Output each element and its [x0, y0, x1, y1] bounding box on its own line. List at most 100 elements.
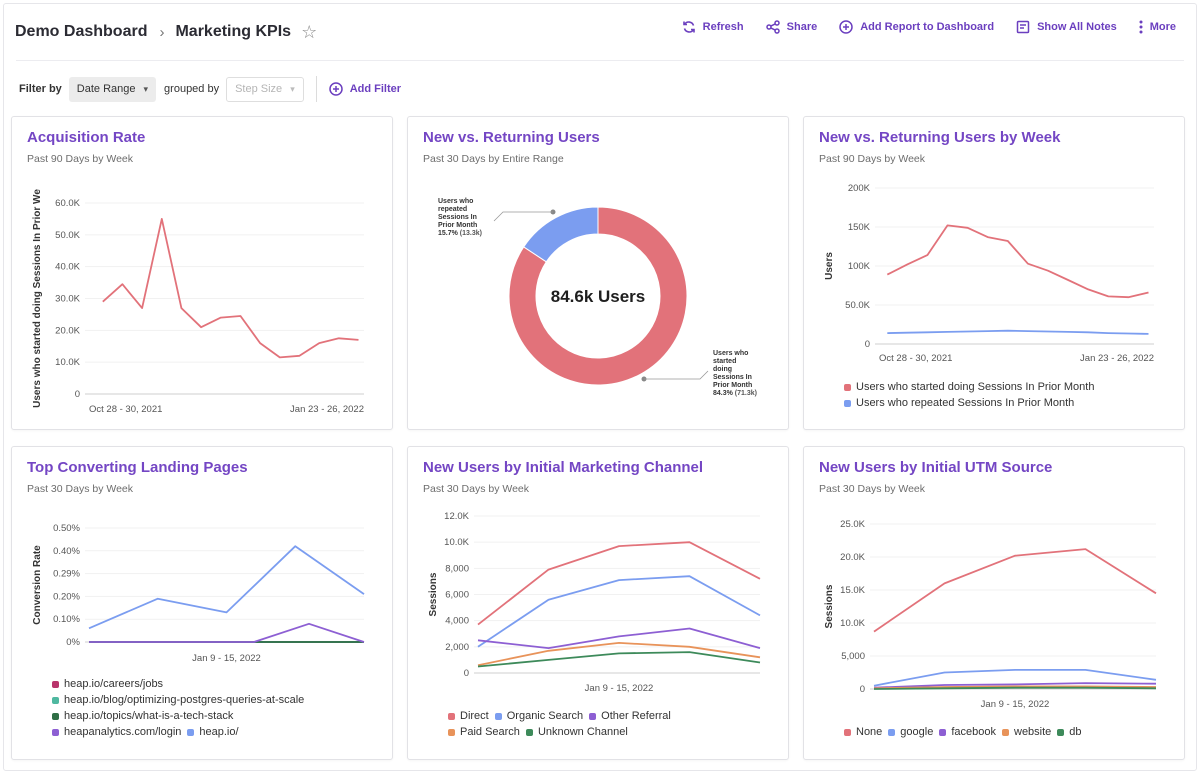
x-tick-label: Jan 23 - 26, 2022 [1080, 353, 1154, 364]
add-report-button[interactable]: Add Report to Dashboard [839, 20, 994, 34]
legend-label: heap.io/blog/optimizing-postgres-queries… [64, 694, 305, 706]
date-range-select[interactable]: Date Range ▾ [68, 76, 157, 102]
plus-circle-icon [839, 20, 853, 34]
y-tick-label: 200K [848, 183, 871, 194]
notes-icon [1016, 20, 1030, 34]
legend-swatch [52, 712, 59, 720]
card-title[interactable]: Top Converting Landing Pages [27, 459, 248, 476]
legend-item[interactable]: Organic Search [494, 708, 583, 724]
card-subtitle: Past 90 Days by Week [27, 153, 134, 165]
refresh-button[interactable]: Refresh [682, 20, 744, 34]
card-subtitle: Past 30 Days by Week [819, 483, 926, 495]
share-icon [765, 20, 780, 34]
card-title[interactable]: New vs. Returning Users by Week [819, 129, 1061, 146]
chart-card-marketing-channel[interactable]: New Users by Initial Marketing Channel P… [407, 446, 789, 760]
y-tick-label: 0.20% [53, 591, 80, 602]
legend-item[interactable]: website [1002, 724, 1051, 740]
series-line-users-who-started-doing-sessio [886, 224, 1149, 299]
legend-swatch [844, 383, 851, 391]
legend-swatch [589, 712, 597, 720]
chart-card-new-vs-returning[interactable]: New vs. Returning Users Past 30 Days by … [407, 116, 789, 430]
y-axis-title: Users [824, 252, 835, 280]
filter-bar: Filter by Date Range ▾ grouped by Step S… [19, 76, 401, 102]
legend-item[interactable]: heap.io/careers/jobs [52, 676, 163, 692]
more-button[interactable]: More [1139, 20, 1176, 34]
x-tick-label: Jan 9 - 15, 2022 [981, 699, 1050, 710]
new-vs-returning-by-week-chart: 0 50.0K 100K 150K 200K Oct 28 - 30, 2021 Jan 2… [824, 183, 1154, 364]
legend-swatch [448, 728, 455, 736]
legend-label: heapanalytics.com/login [64, 726, 182, 738]
annotation-label: Sessions In [438, 214, 477, 221]
card-title[interactable]: New vs. Returning Users [423, 129, 600, 146]
legend-item[interactable]: heap.io/blog/optimizing-postgres-queries… [52, 692, 304, 708]
y-tick-label: 0 [75, 389, 80, 400]
legend-swatch [187, 728, 195, 736]
y-tick-label: 0 [860, 684, 865, 695]
step-size-select[interactable]: Step Size ▾ [226, 76, 304, 102]
y-axis-title: Sessions [824, 584, 835, 628]
show-all-notes-button[interactable]: Show All Notes [1016, 20, 1117, 34]
series-line-organic-search [477, 575, 761, 648]
marketing-channel-chart: 0 2,000 4,000 6,000 8,000 10.0K 12.0K Jan 9 - 1… [428, 511, 761, 694]
legend-row: Users who started doing Sessions In Prio… [844, 379, 1174, 395]
legend-row: Paid Search Unknown Channel [448, 724, 768, 740]
annotation-count: (71.3k) [735, 390, 757, 397]
legend-item[interactable]: heapanalytics.com/login [52, 724, 181, 740]
grouped-by-label: grouped by [164, 83, 220, 95]
filter-by-label: Filter by [19, 83, 62, 95]
star-icon[interactable]: ☆ [301, 21, 318, 42]
legend-label: heap.io/topics/what-is-a-tech-stack [64, 710, 234, 722]
y-axis-title: Conversion Rate [32, 545, 43, 625]
chart-card-utm-source[interactable]: New Users by Initial UTM Source Past 30 … [803, 446, 1185, 760]
legend-item[interactable]: Unknown Channel [525, 724, 628, 740]
annotation-label: Prior Month [438, 222, 477, 229]
card-subtitle: Past 90 Days by Week [819, 153, 926, 165]
legend-row: heapanalytics.com/login heap.io/ [52, 724, 382, 740]
chart-legend: None google facebook website db [844, 724, 1174, 740]
x-tick-label: Oct 28 - 30, 2021 [879, 353, 952, 364]
legend-item[interactable]: facebook [939, 724, 996, 740]
chart-card-top-landing-pages[interactable]: Top Converting Landing Pages Past 30 Day… [11, 446, 393, 760]
card-subtitle: Past 30 Days by Week [27, 483, 134, 495]
series-line-db [873, 686, 1157, 690]
legend-label: google [900, 726, 934, 738]
card-title[interactable]: Acquisition Rate [27, 129, 146, 146]
more-label: More [1149, 21, 1176, 33]
legend-swatch [844, 399, 851, 407]
y-tick-label: 60.0K [55, 198, 80, 209]
legend-item[interactable]: Users who started doing Sessions In Prio… [844, 379, 1094, 395]
y-tick-label: 50.0K [845, 300, 870, 311]
legend-row: heap.io/topics/what-is-a-tech-stack [52, 708, 382, 724]
legend-item[interactable]: Direct [448, 708, 489, 724]
show-notes-label: Show All Notes [1037, 21, 1117, 33]
chart-card-acquisition-rate[interactable]: Acquisition Rate Past 90 Days by Week 0 1… [11, 116, 393, 430]
legend-item[interactable]: heap.io/ [187, 724, 239, 740]
chart-card-new-vs-returning-by-week[interactable]: New vs. Returning Users by Week Past 90 … [803, 116, 1185, 430]
card-subtitle: Past 30 Days by Entire Range [423, 153, 564, 165]
series-line-paid-search [477, 641, 761, 667]
legend-item[interactable]: Paid Search [448, 724, 520, 740]
breadcrumb-dashboard[interactable]: Demo Dashboard [15, 23, 148, 40]
add-filter-button[interactable]: Add Filter [328, 82, 401, 96]
legend-label: Other Referral [601, 710, 671, 722]
card-title[interactable]: New Users by Initial Marketing Channel [423, 459, 704, 476]
legend-item[interactable]: Users who repeated Sessions In Prior Mon… [844, 395, 1074, 411]
y-tick-label: 0% [66, 637, 80, 648]
y-tick-label: 2,000 [445, 642, 469, 653]
legend-item[interactable]: heap.io/topics/what-is-a-tech-stack [52, 708, 233, 724]
legend-row: None google facebook website db [844, 724, 1174, 740]
donut-center-label: 84.6k Users [551, 287, 646, 306]
x-tick-label: Jan 23 - 26, 2022 [290, 404, 364, 415]
annotation-leader [493, 211, 553, 222]
legend-item[interactable]: google [888, 724, 933, 740]
legend-item[interactable]: Other Referral [589, 708, 671, 724]
y-tick-label: 10.0K [55, 357, 80, 368]
card-title[interactable]: New Users by Initial UTM Source [819, 459, 1053, 476]
y-tick-label: 0.10% [53, 614, 80, 625]
y-tick-label: 15.0K [840, 585, 865, 596]
y-tick-label: 0.50% [53, 523, 80, 534]
legend-item[interactable]: None [844, 724, 882, 740]
legend-item[interactable]: db [1057, 724, 1082, 740]
share-button[interactable]: Share [765, 20, 817, 34]
annotation-count: (13.3k) [460, 230, 482, 237]
